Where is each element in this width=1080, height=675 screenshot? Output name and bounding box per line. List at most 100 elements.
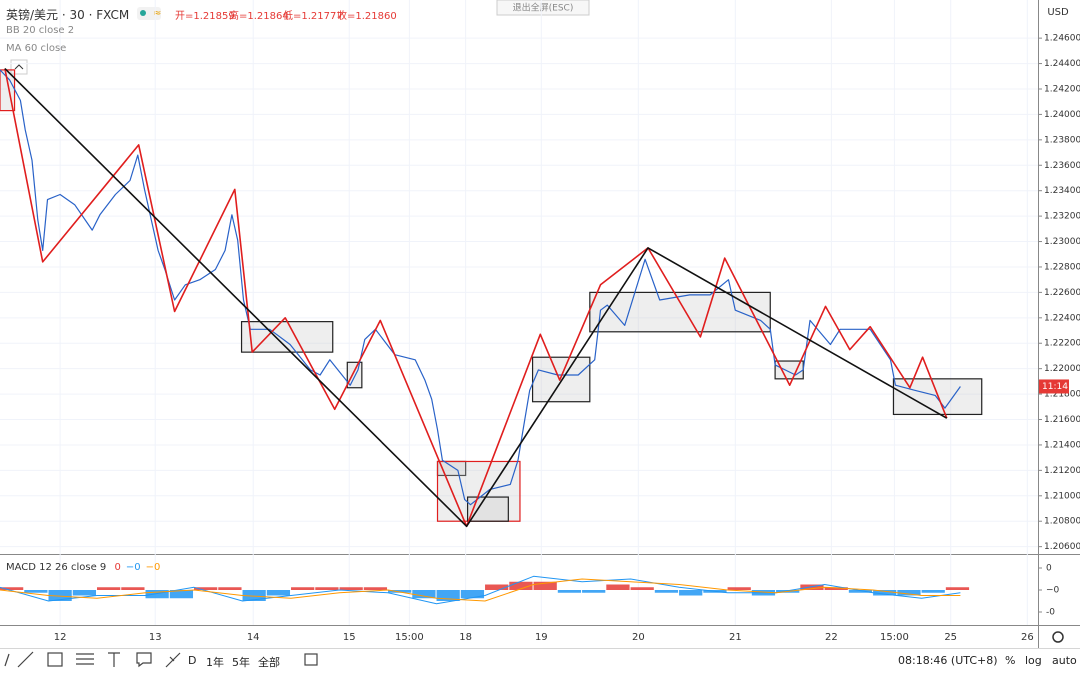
x-tick-label: 18	[459, 632, 472, 643]
y-tick-label: 1.20800	[1044, 517, 1080, 527]
macd-bar	[679, 590, 703, 596]
macd-bar	[315, 587, 339, 590]
y-tick-label: 1.21200	[1044, 466, 1080, 476]
range-1y[interactable]: 1年	[206, 656, 224, 669]
drawing-tools	[4, 651, 318, 668]
macd-bar	[873, 590, 897, 596]
price-tag	[1039, 379, 1069, 394]
exit-fullscreen-button[interactable]	[496, 0, 590, 16]
macd-bar	[339, 587, 363, 590]
macd-bar	[0, 587, 24, 590]
macd-bar	[266, 590, 291, 596]
y-tick-label: 1.21600	[1044, 415, 1080, 425]
macd-bar	[654, 590, 679, 593]
settings-icon[interactable]	[1052, 631, 1064, 643]
macd-bar	[145, 590, 169, 599]
y-tick-label: 1.24600	[1044, 34, 1080, 44]
trendline-tool[interactable]	[17, 651, 34, 668]
y-tick-label: 1.23800	[1044, 135, 1080, 145]
rect-tool[interactable]	[47, 652, 63, 667]
drawing-line	[4, 68, 948, 528]
macd-bar	[824, 587, 848, 590]
symbol: 英镑/美元 · 30 · FXCM	[6, 8, 130, 22]
macd-bar	[48, 590, 72, 601]
macd-line	[0, 575, 961, 605]
y-tick-label: 1.22200	[1044, 339, 1080, 349]
macd-bar	[363, 587, 388, 590]
y-tick-label: -0	[1046, 608, 1055, 618]
x-tick-label: 26	[1021, 632, 1034, 643]
consolidation-zone	[589, 291, 771, 333]
handle-icon[interactable]	[4, 653, 10, 667]
macd-bar	[630, 587, 654, 590]
macd-line	[0, 578, 961, 602]
macd-title: MACD 12 26 close 9	[6, 562, 107, 573]
macd-bar	[557, 590, 582, 593]
date-range-icon[interactable]	[304, 653, 318, 666]
range-5y[interactable]: 5年	[232, 656, 250, 669]
y-tick-label: 1.23600	[1044, 161, 1080, 171]
y-tick-label: 1.22000	[1044, 364, 1080, 374]
ohlc-open: 开=1.21859	[175, 11, 235, 22]
y-tick-label: 1.22400	[1044, 313, 1080, 323]
x-tick-label: 13	[149, 632, 162, 643]
y-tick-label: 1.24400	[1044, 59, 1080, 69]
macd-bar	[897, 590, 921, 596]
macd-bar	[509, 581, 533, 590]
callout-tool[interactable]	[136, 652, 152, 668]
y-tick-label: 1.20600	[1044, 542, 1080, 552]
macd-bar	[242, 590, 266, 601]
y-tick-label: 1.21800	[1044, 390, 1080, 400]
macd-bar	[194, 587, 218, 590]
option-log[interactable]: log	[1025, 654, 1042, 667]
macd-bar	[485, 584, 509, 590]
range-d[interactable]: D	[188, 654, 197, 667]
x-tick-label: 12	[54, 632, 67, 643]
status-dot	[140, 10, 146, 16]
macd-bar	[606, 584, 630, 590]
y-tick-label: 0	[1046, 564, 1052, 574]
y-tick-label: 1.23000	[1044, 237, 1080, 247]
fib-tool[interactable]	[76, 653, 94, 665]
y-tick-label: 1.21400	[1044, 440, 1080, 450]
indicator-ma[interactable]: MA 60 close	[6, 43, 67, 54]
macd-bar	[727, 587, 751, 590]
x-tick-label: 15	[343, 632, 356, 643]
y-tick-label: 1.24200	[1044, 84, 1080, 94]
macd-bar	[218, 587, 242, 590]
y-tick-label: 1.24000	[1044, 110, 1080, 120]
indicator-bb[interactable]: BB 20 close 2	[6, 25, 75, 36]
macd-bar	[800, 584, 824, 590]
ohlc-low: 低=1.21777	[283, 11, 343, 22]
brush-tool[interactable]	[165, 652, 181, 668]
option-auto[interactable]: auto	[1052, 654, 1077, 667]
option-percent[interactable]: %	[1005, 654, 1016, 667]
macd-bar	[436, 590, 460, 601]
x-tick-label: 15:00	[395, 632, 424, 643]
macd-bar	[24, 590, 48, 593]
price-line	[0, 69, 961, 506]
text-tool[interactable]	[108, 652, 120, 667]
macd-bar	[460, 590, 485, 599]
ohlc-high: 高=1.21864	[229, 11, 289, 22]
macd-bar	[921, 590, 945, 593]
ohlc-close: 收=1.21860	[337, 11, 397, 22]
macd-bar	[72, 590, 97, 596]
y-tick-label: 1.22800	[1044, 262, 1080, 272]
macd-readout: −0	[145, 562, 161, 573]
y-tick-label: 1.22600	[1044, 288, 1080, 298]
macd-bar	[848, 590, 873, 593]
drawing-line	[4, 68, 948, 528]
x-tick-label: 25	[944, 632, 957, 643]
macd-bar	[388, 590, 412, 593]
x-tick-label: 14	[247, 632, 260, 643]
collapse-arrow	[14, 64, 24, 70]
macd-bar	[945, 587, 970, 590]
exit-fullscreen-label[interactable]: 退出全屏(ESC)	[513, 2, 574, 14]
range-all[interactable]: 全部	[258, 656, 280, 669]
macd-bar	[582, 590, 606, 593]
macd-bar	[291, 587, 315, 590]
